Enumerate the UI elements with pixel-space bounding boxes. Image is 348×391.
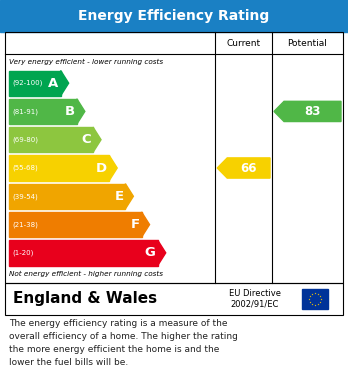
Bar <box>0 0 348 32</box>
Polygon shape <box>274 101 341 122</box>
Text: Very energy efficient - lower running costs: Very energy efficient - lower running co… <box>9 59 163 65</box>
Polygon shape <box>125 184 133 209</box>
Text: E: E <box>114 190 124 203</box>
Text: D: D <box>96 161 107 174</box>
Bar <box>5 32 343 283</box>
Text: C: C <box>81 133 91 146</box>
Text: F: F <box>130 218 140 231</box>
Text: The energy efficiency rating is a measure of the: The energy efficiency rating is a measur… <box>9 319 228 328</box>
Bar <box>302 289 328 309</box>
Text: (69-80): (69-80) <box>12 136 38 143</box>
Text: Current: Current <box>227 38 261 47</box>
Bar <box>9 155 109 181</box>
Polygon shape <box>158 240 166 265</box>
Text: (39-54): (39-54) <box>12 193 38 199</box>
Text: G: G <box>145 246 156 259</box>
Bar <box>9 184 125 209</box>
Text: A: A <box>48 77 59 90</box>
Text: (1-20): (1-20) <box>12 249 33 256</box>
Text: (81-91): (81-91) <box>12 108 38 115</box>
Text: Not energy efficient - higher running costs: Not energy efficient - higher running co… <box>9 271 163 277</box>
Bar <box>9 127 93 152</box>
Polygon shape <box>109 155 117 181</box>
Text: EU Directive: EU Directive <box>229 289 281 298</box>
Bar <box>9 240 158 265</box>
Text: 83: 83 <box>304 105 321 118</box>
Bar <box>5 283 343 315</box>
Text: the more energy efficient the home is and the: the more energy efficient the home is an… <box>9 345 219 354</box>
Text: lower the fuel bills will be.: lower the fuel bills will be. <box>9 358 128 367</box>
Text: overall efficiency of a home. The higher the rating: overall efficiency of a home. The higher… <box>9 332 238 341</box>
Polygon shape <box>77 99 85 124</box>
Text: Energy Efficiency Rating: Energy Efficiency Rating <box>78 9 270 23</box>
Polygon shape <box>61 70 69 96</box>
Polygon shape <box>142 212 150 237</box>
Text: (92-100): (92-100) <box>12 80 42 86</box>
Text: Potential: Potential <box>287 38 327 47</box>
Bar <box>9 70 61 96</box>
Text: 66: 66 <box>240 161 257 174</box>
Text: (21-38): (21-38) <box>12 221 38 228</box>
Bar <box>9 212 142 237</box>
Text: B: B <box>65 105 75 118</box>
Text: 2002/91/EC: 2002/91/EC <box>231 300 279 308</box>
Text: (55-68): (55-68) <box>12 165 38 171</box>
Polygon shape <box>93 127 101 152</box>
Text: England & Wales: England & Wales <box>13 292 157 307</box>
Bar <box>9 99 77 124</box>
Polygon shape <box>217 158 270 178</box>
